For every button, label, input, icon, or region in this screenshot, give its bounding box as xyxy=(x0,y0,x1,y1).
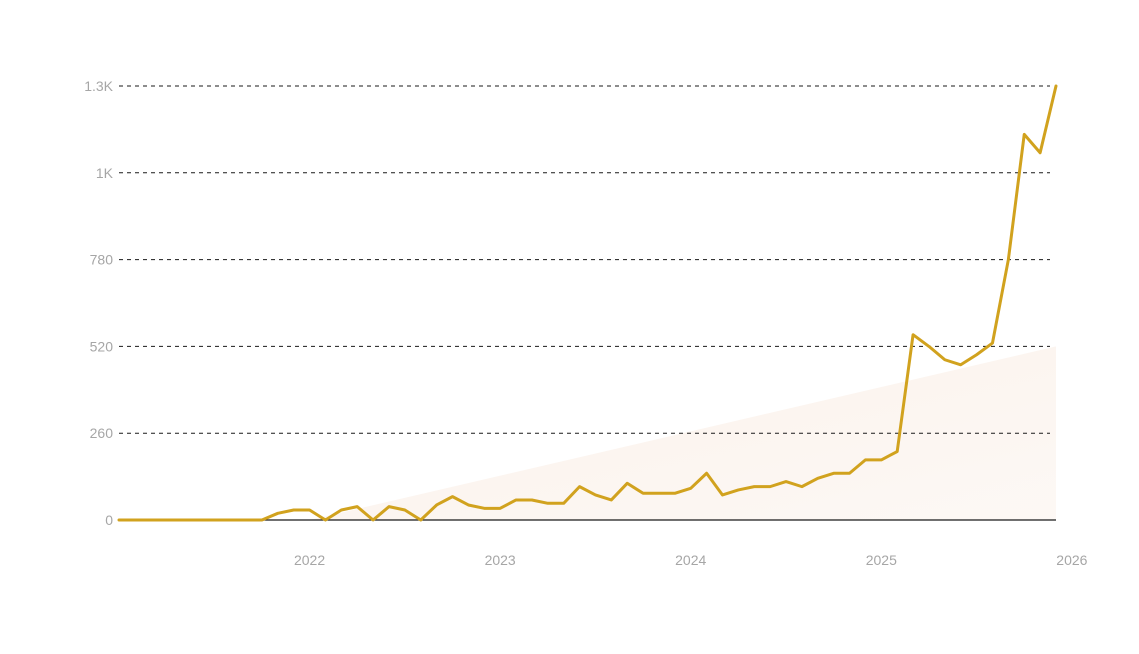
x-axis-tick-labels: 2022 2023 2024 2025 2026 xyxy=(294,552,1088,568)
series-line xyxy=(117,84,1058,522)
y-tick-label: 0 xyxy=(105,512,113,528)
y-tick-label: 260 xyxy=(90,425,114,441)
y-tick-label: 1.3K xyxy=(84,78,113,94)
y-gridlines xyxy=(119,85,1056,521)
x-tick-label: 2025 xyxy=(866,552,897,568)
y-tick-label: 1K xyxy=(96,165,114,181)
series-lines xyxy=(117,84,1058,522)
x-tick-label: 2024 xyxy=(675,552,706,568)
y-tick-label: 520 xyxy=(90,338,114,354)
x-tick-label: 2026 xyxy=(1056,552,1087,568)
y-tick-label: 780 xyxy=(90,252,114,268)
x-tick-label: 2023 xyxy=(485,552,516,568)
y-axis-tick-labels: 0 260 520 780 1K 1.3K xyxy=(84,78,113,528)
x-tick-label: 2022 xyxy=(294,552,325,568)
